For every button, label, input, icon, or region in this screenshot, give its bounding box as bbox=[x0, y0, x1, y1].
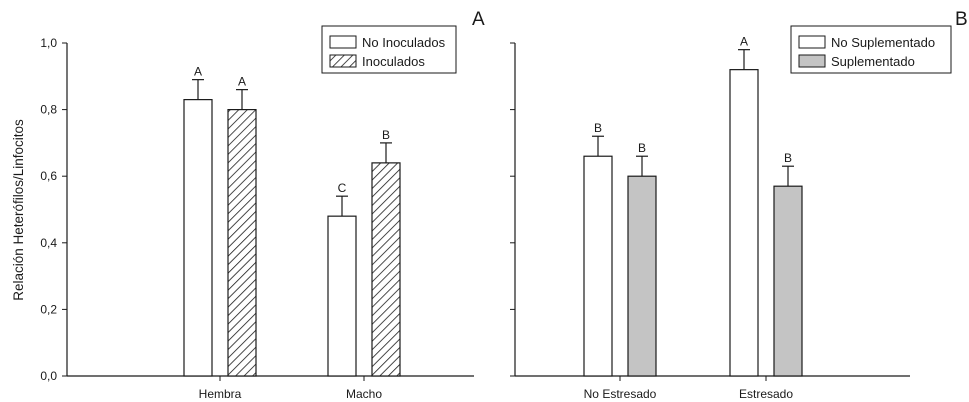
bar bbox=[627, 175, 657, 377]
y-tick-label: 0,2 bbox=[40, 302, 57, 316]
x-tick-label: Macho bbox=[346, 387, 382, 401]
bar bbox=[371, 162, 401, 377]
bar bbox=[773, 185, 803, 377]
panel-letter-b: B bbox=[955, 9, 968, 30]
bar bbox=[183, 99, 213, 377]
significance-label: B bbox=[382, 128, 390, 142]
significance-label: B bbox=[638, 141, 646, 155]
legend-swatch bbox=[798, 54, 826, 68]
x-tick-label: No Estresado bbox=[584, 387, 657, 401]
y-tick-label: 0,6 bbox=[40, 169, 57, 183]
panel-a: 0,0 0,2 0,4 0,6 0,8 1,0 Hembra Macho A C A B No Inoc… bbox=[40, 25, 474, 401]
panel-letter-a: A bbox=[472, 9, 485, 30]
y-axis-label: Relación Heterófilos/Linfocitos bbox=[11, 119, 26, 301]
significance-label: A bbox=[194, 65, 202, 79]
significance-label: B bbox=[594, 121, 602, 135]
panel-b: No Estresado Estresado B A B B No Suplementado… bbox=[510, 25, 952, 401]
legend-label: Inoculados bbox=[362, 54, 425, 69]
y-tick-label: 0,4 bbox=[40, 236, 57, 250]
y-tick-label: 1,0 bbox=[40, 36, 57, 50]
legend-swatch bbox=[798, 35, 826, 49]
significance-label: A bbox=[740, 35, 748, 49]
legend-swatch bbox=[329, 35, 357, 49]
bar bbox=[583, 155, 613, 377]
y-tick-label: 0,0 bbox=[40, 369, 57, 383]
significance-label: A bbox=[238, 75, 246, 89]
legend-label: Suplementado bbox=[831, 54, 915, 69]
x-tick-label: Hembra bbox=[199, 387, 242, 401]
legend-swatch bbox=[329, 54, 357, 68]
bar bbox=[729, 69, 759, 377]
significance-label: B bbox=[784, 151, 792, 165]
legend-label: No Inoculados bbox=[362, 35, 446, 50]
significance-label: C bbox=[338, 181, 347, 195]
bar bbox=[227, 108, 257, 377]
bar bbox=[327, 215, 357, 377]
x-tick-label: Estresado bbox=[739, 387, 793, 401]
y-tick-label: 0,8 bbox=[40, 103, 57, 117]
legend-label: No Suplementado bbox=[831, 35, 935, 50]
